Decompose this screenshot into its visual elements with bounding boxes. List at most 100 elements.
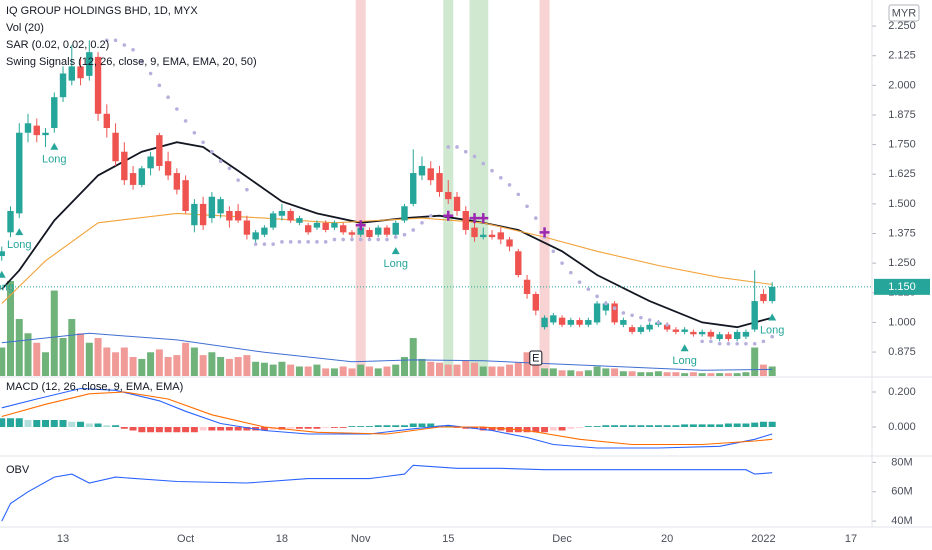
candle-body: [410, 173, 417, 204]
currency-box[interactable]: [888, 4, 920, 22]
histogram-bar: [313, 427, 321, 429]
candle-body: [593, 303, 601, 323]
volume-bar: [59, 338, 67, 376]
volume-bar: [330, 368, 338, 376]
histogram-bar: [234, 427, 242, 431]
volume-bar: [15, 319, 23, 376]
candle-body: [558, 317, 566, 325]
candle-body: [497, 232, 504, 240]
volume-bar: [497, 366, 505, 376]
histogram-bar: [7, 418, 15, 427]
volume-bar: [602, 368, 610, 376]
event-box: [529, 350, 543, 366]
candle-body: [16, 132, 23, 214]
volume-bar: [654, 371, 662, 376]
volume-bar: [348, 368, 356, 376]
sar-dot: [770, 334, 774, 339]
histogram-bar: [330, 427, 338, 428]
volume-bar: [322, 368, 330, 376]
sar-dot: [288, 240, 293, 244]
sar-dot: [297, 240, 302, 244]
volume-bar: [409, 338, 417, 376]
volume-bar: [269, 364, 277, 376]
volume-bar: [173, 355, 181, 376]
volume-bar: [619, 371, 627, 376]
volume-bar: [541, 368, 549, 376]
signal-label: Long: [42, 154, 66, 166]
candle-body: [716, 334, 723, 340]
sar-dot: [385, 237, 389, 242]
candle-body: [138, 168, 146, 185]
candle-body: [436, 173, 443, 193]
sar-dot: [525, 204, 529, 209]
sar-dot: [700, 339, 704, 344]
volume-bar: [724, 373, 732, 376]
volume-bar: [593, 366, 601, 376]
histogram-bar: [418, 423, 426, 427]
volume-bar: [768, 366, 776, 376]
histogram-bar: [147, 427, 155, 433]
line: [1, 464, 773, 522]
histogram-bar: [85, 423, 93, 427]
volume-bar: [637, 372, 645, 376]
histogram-bar: [120, 427, 128, 429]
sar-dot: [350, 237, 354, 242]
volume-bar: [567, 370, 575, 376]
volume-bar: [383, 366, 391, 376]
histogram-bar: [707, 424, 715, 427]
volume-bar: [295, 366, 303, 376]
histogram-bar: [672, 425, 680, 427]
histogram-bar: [567, 427, 575, 429]
volume-bar: [225, 358, 233, 376]
sar-dot: [376, 237, 381, 242]
volume-bar: [400, 357, 408, 376]
sar-dot: [218, 159, 223, 164]
candle-body: [506, 239, 513, 247]
volume-bar: [85, 342, 93, 376]
histogram-bar: [584, 426, 592, 427]
volume-bar: [716, 373, 724, 376]
sar-dot: [157, 83, 162, 88]
candle-body: [164, 161, 172, 176]
sar-dot: [341, 237, 345, 242]
histogram-bar: [42, 420, 50, 427]
candle-body: [156, 135, 163, 166]
volume-bar: [365, 366, 373, 376]
candle-body: [94, 56, 102, 114]
candle-body: [243, 220, 251, 235]
sar-dot: [122, 43, 127, 47]
sar-dot: [332, 237, 337, 242]
signal-band: [355, 0, 366, 376]
histogram-bar: [208, 427, 216, 431]
sar-dot: [253, 242, 258, 246]
candle-body: [576, 320, 583, 325]
histogram-bar: [304, 427, 312, 429]
volume-bar: [514, 362, 522, 376]
sar-dot: [402, 232, 407, 237]
sar-dot: [586, 287, 591, 292]
histogram-bar: [400, 425, 408, 427]
volume-bar: [436, 362, 444, 376]
currency[interactable]: MYR: [892, 7, 917, 19]
volume-bar: [190, 347, 198, 376]
candle-body: [103, 113, 111, 129]
y-tick-label: 60M: [891, 486, 912, 498]
candle-body: [707, 331, 715, 337]
sar-dot: [498, 176, 503, 180]
x-tick-label: 20: [661, 533, 673, 545]
cross-marker: [469, 213, 480, 224]
sar-dot: [551, 249, 556, 254]
y-tick-label: 1.375: [888, 227, 916, 239]
sar-dot: [236, 178, 240, 182]
histogram-bar: [348, 426, 356, 427]
volume-bar: [129, 357, 137, 376]
signal-label: Long: [760, 324, 784, 336]
last-price-box: [874, 278, 930, 295]
volume-bar: [155, 349, 163, 376]
sar-dot: [148, 71, 153, 76]
sar-dot: [183, 119, 188, 123]
volume-bar: [33, 342, 41, 376]
sar-dot: [428, 213, 433, 218]
histogram-bar: [182, 427, 190, 433]
y-tick-label: 1.875: [888, 109, 916, 121]
